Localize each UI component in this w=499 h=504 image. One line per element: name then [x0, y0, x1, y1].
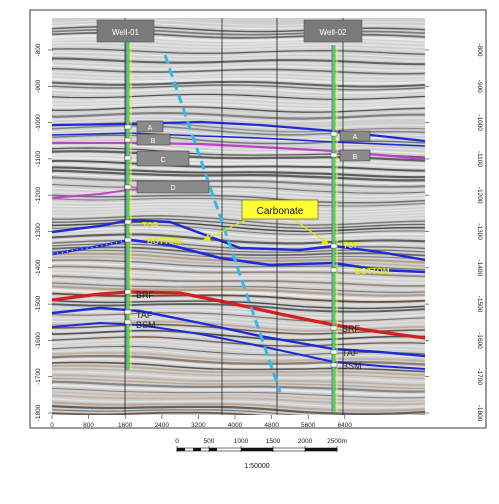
label-bsm-well-01: BSM [136, 320, 156, 330]
y-tick-label-right: -1200 [476, 187, 483, 204]
x-tick-label: 6400 [338, 422, 353, 429]
y-tick-label-left: -1700 [35, 368, 42, 385]
svg-text:D: D [170, 185, 175, 192]
y-tick-label-left: -1100 [35, 150, 42, 167]
y-tick-label-right: -900 [476, 80, 483, 93]
well-label-02-text: Well-02 [320, 28, 348, 37]
x-tick-label: 1600 [118, 422, 133, 429]
svg-text:A: A [148, 125, 153, 132]
y-tick-label-right: -1600 [476, 332, 483, 349]
fault-line [163, 54, 282, 393]
y-tick-label-right: -1500 [476, 296, 483, 313]
scale-tick-label: 0 [175, 438, 179, 445]
label-bottom-well-02: BOTTOM [355, 267, 390, 276]
y-tick-label-left: -1800 [35, 404, 42, 421]
marker-a-well-01: A [136, 120, 164, 133]
scale-tick-label: 1500 [266, 438, 281, 445]
label-bottom-well-01: BOTTOM [147, 237, 182, 246]
x-tick-label: 4800 [264, 422, 279, 429]
scale-tick-label: 1000 [234, 438, 249, 445]
y-tick-label-right: -800 [476, 43, 483, 56]
x-tick-label: 2400 [155, 422, 170, 429]
marker-b-well-01: B [136, 133, 171, 146]
y-tick-label-left: -900 [35, 79, 42, 92]
y-axis-right: -800 -900 -1000 -1100 -1200 -1300 -1400 -1500 -1… [425, 43, 483, 422]
x-tick-label: 3200 [191, 422, 206, 429]
label-brf-well-02: BRF [342, 324, 361, 334]
y-tick-label-right: -1400 [476, 259, 483, 276]
y-tick-label-left: -800 [35, 43, 42, 56]
x-tick-label: 5600 [301, 422, 316, 429]
well-track-01 [125, 40, 132, 370]
svg-text:B: B [151, 138, 156, 145]
carbonate-callout-text: Carbonate [257, 206, 304, 217]
marker-b-well-02: B [339, 149, 371, 162]
marker-c-well-01: C [136, 150, 190, 167]
marker-d-well-01: D [136, 180, 210, 194]
well-label-01-text: Well-01 [112, 28, 140, 37]
scale-bar: 0 500 1000 1500 2000 2500m [175, 438, 347, 452]
scale-tick-label: 2000 [298, 438, 313, 445]
label-top-well-02: TOP [343, 241, 360, 250]
x-axis-bottom: 0 800 1600 2400 3200 4000 4800 5600 6400 [50, 415, 352, 429]
y-tick-label-left: -1500 [35, 295, 42, 312]
svg-text:C: C [160, 157, 165, 164]
carbonate-callout: Carbonate [202, 199, 329, 245]
scale-tick-label: 500 [204, 438, 215, 445]
label-bsm-well-02: BSM [342, 361, 362, 371]
well-label-02: Well-02 [303, 19, 363, 43]
well-tops-ticks [124, 124, 338, 368]
y-tick-label-right: -1000 [476, 114, 483, 131]
label-top-well-01: TOP [142, 221, 159, 230]
label-brf-well-01: BRF [136, 290, 155, 300]
y-tick-label-left: -1200 [35, 187, 42, 204]
y-tick-label-left: -1400 [35, 259, 42, 276]
y-tick-label-right: -1800 [476, 405, 483, 422]
y-tick-label-right: -1700 [476, 368, 483, 385]
x-tick-label: 0 [50, 422, 54, 429]
y-tick-label-left: -1300 [35, 223, 42, 240]
label-taf-well-02: TAF [342, 348, 359, 358]
x-tick-label: 800 [83, 422, 94, 429]
well-label-01: Well-01 [96, 19, 155, 43]
y-tick-label-left: -1600 [35, 332, 42, 349]
x-tick-label: 4000 [228, 422, 243, 429]
scale-tick-label: 2500m [327, 438, 347, 445]
scale-ratio: 1:50000 [244, 463, 269, 470]
y-tick-label-left: -1000 [35, 114, 42, 131]
label-taf-well-01: TAF [136, 310, 153, 320]
marker-a-well-02: A [339, 130, 371, 142]
svg-text:B: B [353, 154, 358, 161]
svg-text:A: A [353, 134, 358, 141]
y-tick-label-right: -1100 [476, 151, 483, 168]
y-tick-label-right: -1300 [476, 223, 483, 240]
y-axis-left: -800 -900 -1000 -1100 -1200 -1300 -1400 -1500 -1… [35, 43, 52, 421]
